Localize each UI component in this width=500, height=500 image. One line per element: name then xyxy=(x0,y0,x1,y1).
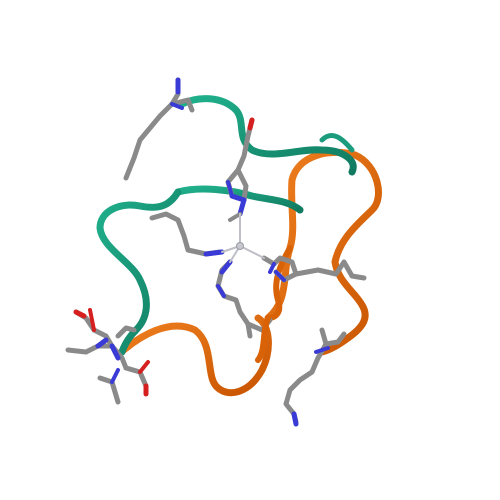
chain-b-front-segments xyxy=(255,315,271,363)
chain-b-right-loop xyxy=(264,149,382,356)
side-chain-left-middle xyxy=(149,211,225,257)
chain-a-top-arc xyxy=(178,95,357,176)
metal-ion xyxy=(236,242,244,250)
chain-b-front-lower-right xyxy=(255,315,271,363)
side-chain-bottom-left-cluster xyxy=(65,308,150,405)
chain-a-upper-connector xyxy=(319,133,355,153)
side-chain-bottom-right-lysine xyxy=(283,327,347,427)
chain-b-lower-loop xyxy=(114,314,272,396)
side-chain-top-lysine xyxy=(123,77,195,181)
side-chain-central-ring-upper xyxy=(225,117,255,222)
side-chain-right-center xyxy=(261,255,367,283)
side-chains xyxy=(65,77,367,427)
chain-a-middle-crossing xyxy=(174,185,304,214)
metal-site xyxy=(221,213,265,263)
